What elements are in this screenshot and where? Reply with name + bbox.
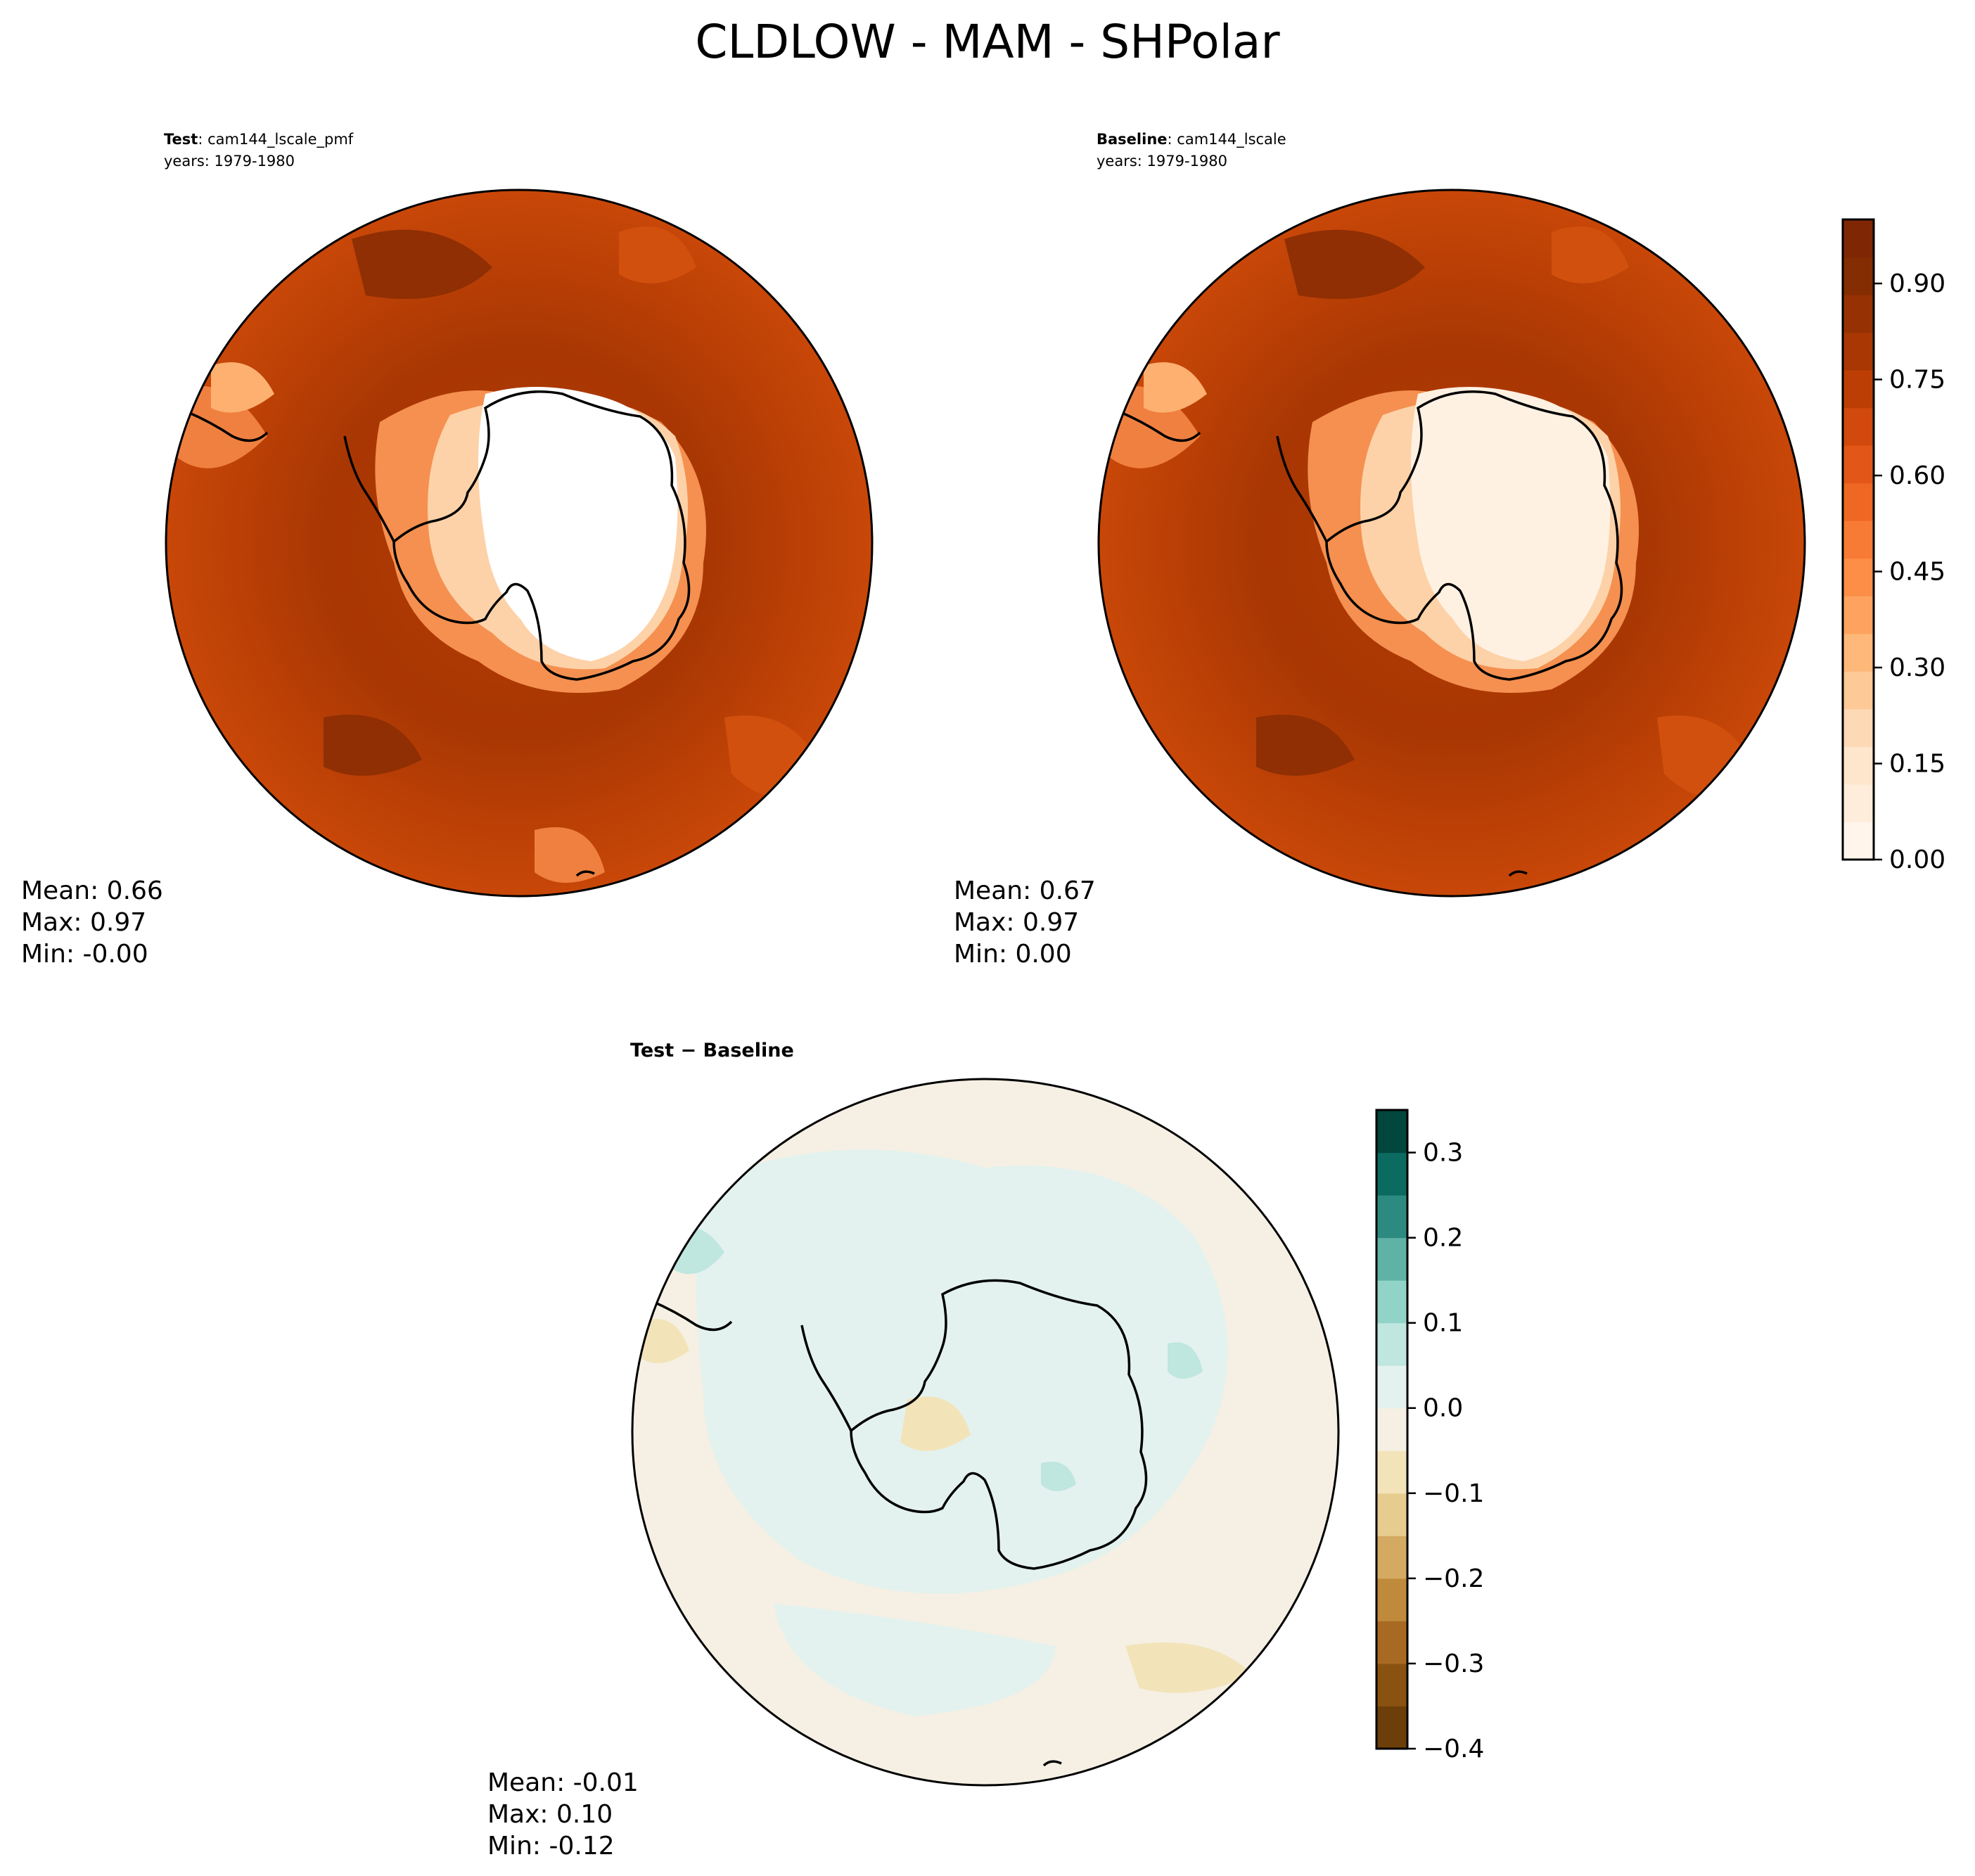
test-map — [166, 190, 872, 896]
main-colorbar-swatch — [1843, 746, 1874, 785]
diff-panel: Test − Baseline Mean: -0.01 Max: 0.10 Mi… — [487, 1040, 1340, 1861]
diff-colorbar-swatch — [1376, 1450, 1407, 1494]
main-colorbar-frame — [1841, 218, 1875, 861]
main-colorbar: 0.00 0.15 0.30 0.45 0.60 0.75 0.90 — [1841, 218, 1945, 874]
diff-colorbar-swatch — [1376, 1578, 1407, 1621]
main-colorbar-swatch — [1843, 521, 1874, 559]
baseline-stat-min: Min: 0.00 — [954, 940, 1072, 969]
main-colorbar-swatch — [1843, 483, 1874, 521]
main-colorbar-tick-label: 0.90 — [1889, 269, 1945, 298]
diff-stat-mean: Mean: -0.01 — [487, 1768, 639, 1797]
diff-stat-min: Min: -0.12 — [487, 1832, 615, 1861]
diff-colorbar-swatch — [1376, 1621, 1407, 1664]
test-stat-mean: Mean: 0.66 — [21, 876, 163, 905]
baseline-stat-mean: Mean: 0.67 — [954, 876, 1096, 905]
baseline-map-boundary — [1097, 189, 1806, 898]
test-label-bold: Test — [164, 131, 198, 148]
diff-colorbar-swatch — [1376, 1706, 1407, 1749]
main-colorbar-tick-label: 0.00 — [1889, 846, 1945, 874]
diff-colorbar-tick-label: 0.3 — [1423, 1139, 1463, 1168]
main-colorbar-swatch — [1843, 822, 1874, 860]
baseline-panel: Baseline: cam144_lscale years: 1979-1980… — [954, 131, 1806, 969]
main-colorbar-swatch — [1843, 633, 1874, 672]
baseline-stat-max: Max: 0.97 — [954, 908, 1079, 937]
main-colorbar-tick-label: 0.30 — [1889, 653, 1945, 682]
baseline-case-name: cam144_lscale — [1177, 131, 1286, 148]
test-stat-max: Max: 0.97 — [21, 908, 146, 937]
main-colorbar-tick-label: 0.75 — [1889, 366, 1945, 395]
test-case-name: cam144_lscale_pmf — [207, 131, 354, 148]
main-colorbar-swatch — [1843, 708, 1874, 747]
diff-colorbar-swatch — [1376, 1195, 1407, 1239]
test-panel: Test: cam144_lscale_pmf years: 1979-1980… — [21, 131, 874, 969]
diff-colorbar-tick-label: 0.1 — [1423, 1309, 1463, 1338]
main-colorbar-swatch — [1843, 784, 1874, 822]
baseline-label-sep: : — [1168, 131, 1177, 148]
diff-colorbar-swatch — [1376, 1663, 1407, 1706]
diff-colorbar-swatch — [1376, 1536, 1407, 1579]
diff-colorbar-tick-label: −0.1 — [1423, 1479, 1484, 1508]
diff-colorbar-frame — [1375, 1109, 1409, 1750]
diff-colorbar-swatch — [1376, 1237, 1407, 1281]
main-colorbar-tick-label: 0.45 — [1889, 558, 1945, 587]
main-colorbar-swatch — [1843, 407, 1874, 446]
main-colorbar-swatch — [1843, 257, 1874, 295]
diff-colorbar-swatch — [1376, 1152, 1407, 1196]
diff-colorbar-swatch — [1376, 1110, 1407, 1154]
main-colorbar-swatch — [1843, 671, 1874, 710]
diff-colorbar-swatch — [1376, 1493, 1407, 1536]
diff-panel-label: Test − Baseline — [630, 1040, 794, 1061]
main-colorbar-swatch — [1843, 558, 1874, 596]
baseline-map — [1099, 190, 1805, 896]
test-label-sep: : — [198, 131, 207, 148]
test-stat-min: Min: -0.00 — [21, 940, 148, 969]
baseline-panel-label: Baseline: cam144_lscale — [1097, 131, 1286, 148]
main-colorbar-swatch — [1843, 596, 1874, 634]
diff-colorbar-swatch — [1376, 1408, 1407, 1451]
test-years: years: 1979-1980 — [164, 153, 295, 170]
diff-colorbar-tick-label: −0.2 — [1423, 1564, 1484, 1593]
diff-colorbar-tick-label: 0.2 — [1423, 1224, 1463, 1253]
diff-colorbar: −0.4 −0.3 −0.2 −0.1 0.0 0.1 0.2 0.3 — [1375, 1109, 1484, 1763]
main-colorbar-swatch — [1843, 295, 1874, 333]
baseline-years: years: 1979-1980 — [1097, 153, 1227, 170]
diff-colorbar-swatch — [1376, 1280, 1407, 1324]
main-colorbar-swatch — [1843, 445, 1874, 484]
figure-title: CLDLOW - MAM - SHPolar — [695, 15, 1280, 69]
diff-colorbar-swatch — [1376, 1322, 1407, 1366]
main-colorbar-swatch — [1843, 219, 1874, 258]
test-panel-label: Test: cam144_lscale_pmf — [164, 131, 354, 148]
diff-colorbar-tick-label: 0.0 — [1423, 1394, 1463, 1423]
main-colorbar-swatch — [1843, 332, 1874, 371]
diff-colorbar-tick-label: −0.3 — [1423, 1650, 1484, 1678]
diff-stat-max: Max: 0.10 — [487, 1800, 613, 1829]
test-map-boundary — [165, 189, 874, 898]
diff-map-boundary — [631, 1078, 1340, 1787]
main-colorbar-swatch — [1843, 370, 1874, 409]
diff-colorbar-swatch — [1376, 1365, 1407, 1409]
main-colorbar-tick-label: 0.15 — [1889, 750, 1945, 779]
baseline-label-bold: Baseline — [1097, 131, 1168, 148]
diff-map — [632, 1079, 1338, 1785]
diff-colorbar-tick-label: −0.4 — [1423, 1735, 1484, 1763]
main-colorbar-tick-label: 0.60 — [1889, 461, 1945, 490]
